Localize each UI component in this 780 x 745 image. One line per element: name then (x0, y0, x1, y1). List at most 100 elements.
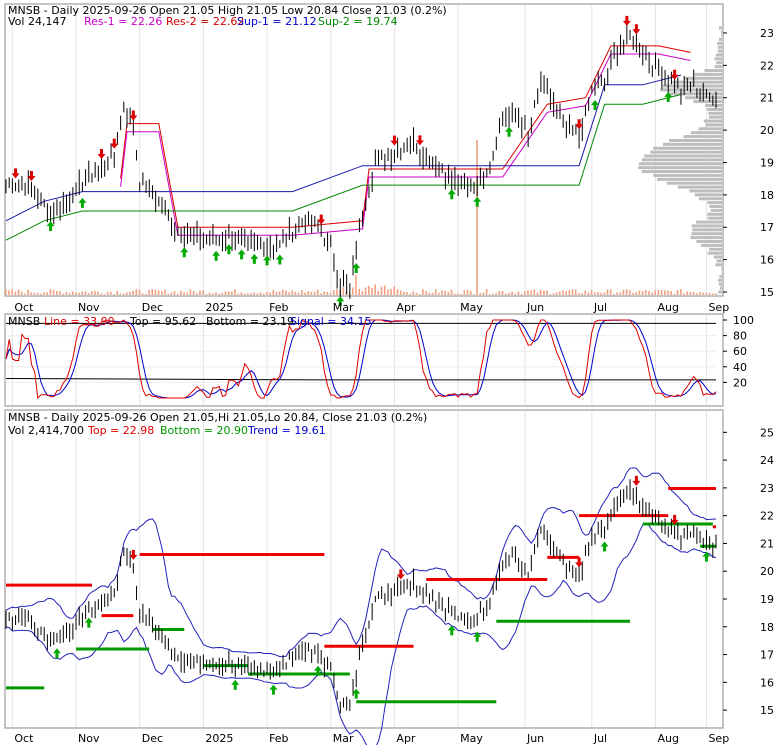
volume-bar (657, 290, 660, 295)
volume-bar (36, 292, 39, 295)
price-x-tick-label: Oct (14, 301, 34, 314)
volume-bar (14, 291, 17, 295)
volume-bar (552, 293, 555, 295)
volume-bar (151, 289, 154, 295)
volume-profile-bar (707, 107, 722, 111)
bands-buy-arrow (473, 631, 482, 642)
volume-bar (46, 292, 48, 295)
volume-profile-bar (689, 189, 722, 193)
volume-bar (116, 290, 119, 295)
bands-sell-arrow (575, 557, 584, 568)
volume-bar (205, 293, 208, 295)
volume-profile-bar (660, 88, 722, 92)
volume-bar (40, 293, 42, 295)
bands-y-tick-label: 22 (760, 510, 774, 523)
volume-bar (364, 287, 367, 295)
volume-profile-bar (707, 216, 722, 220)
support-2-line (5, 94, 682, 241)
volume-profile-bar (653, 146, 722, 150)
price-x-tick-label: Sep (708, 301, 729, 314)
bands-x-tick-label: Sep (708, 732, 729, 745)
buy-arrow (250, 253, 259, 264)
volume-bar (132, 290, 134, 295)
volume-bar (673, 293, 676, 295)
volume-profile-bar (709, 205, 722, 209)
sell-arrow (317, 214, 326, 225)
price-frame (4, 3, 724, 297)
volume-bar (374, 284, 376, 295)
volume-bar (613, 293, 615, 295)
volume-bar (380, 286, 383, 295)
volume-bar (189, 289, 192, 295)
buy-arrow (180, 247, 189, 258)
volume-bar (571, 289, 574, 295)
volume-bar (304, 292, 306, 295)
volume-bar (447, 292, 450, 295)
volume-bar (441, 290, 443, 295)
volume-bar (62, 293, 64, 295)
volume-bar (135, 289, 138, 295)
volume-profile-bar (641, 170, 722, 174)
volume-bar (488, 293, 491, 295)
volume-bar (498, 291, 501, 295)
sell-arrow (97, 149, 106, 160)
volume-bar (113, 293, 115, 295)
volume-bar (530, 290, 532, 295)
volume-bar (84, 291, 87, 295)
volume-bar (495, 292, 497, 295)
volume-profile-bar (714, 57, 722, 61)
bands-x-tick-label: Dec (142, 732, 163, 745)
volume-bar (49, 289, 52, 295)
volume-profile-bar (719, 274, 722, 278)
bands-x-tick-label: 2025 (205, 732, 233, 745)
volume-profile-bar (716, 259, 722, 263)
bands-x-tick-label: Oct (14, 732, 34, 745)
volume-bar (301, 290, 303, 295)
volume-bar (399, 290, 402, 295)
sell-arrow (632, 24, 641, 35)
stoch-header-name: MNSB (8, 315, 40, 328)
volume-bar (600, 292, 602, 295)
buy-arrow (46, 221, 55, 232)
buy-arrow (591, 100, 600, 111)
price-x-tick-label: Mar (333, 301, 354, 314)
volume-bar (457, 293, 459, 295)
volume-bar (33, 292, 36, 295)
price-y-tick-label: 21 (760, 92, 774, 105)
volume-bar (679, 289, 682, 295)
stoch-header-bottom: Bottom = 23.19 (206, 315, 294, 328)
price-header-sup2: Sup-2 = 19.74 (318, 15, 398, 28)
volume-profile-bar (694, 193, 722, 197)
bands-y-tick-label: 17 (760, 649, 774, 662)
volume-bar (326, 291, 329, 295)
volume-bar (603, 292, 606, 295)
volume-profile-bar (698, 127, 722, 131)
volume-bar (715, 293, 717, 295)
volume-bar (253, 292, 255, 295)
volume-bar (565, 291, 567, 295)
volume-bar (581, 293, 583, 295)
bands-panel: 25 24 23 22 21 20 19 18 17 16 15 MNSB - Daily 2025… (4, 409, 774, 745)
volume-profile-bar (644, 154, 722, 158)
volume-bar (186, 292, 189, 295)
volume-profile-bar (672, 80, 722, 84)
volume-bar (473, 293, 475, 295)
bands-buy-arrow (84, 617, 93, 628)
volume-bar (425, 290, 427, 295)
volume-bar (183, 292, 185, 295)
volume-bar (574, 289, 577, 295)
volume-profile-bar (715, 53, 722, 57)
volume-bar (479, 293, 481, 295)
buy-arrow (473, 196, 482, 207)
price-header-vol: Vol 24,147 (8, 15, 66, 28)
volume-bar (609, 289, 612, 295)
buy-arrow (224, 244, 233, 255)
volume-bar (638, 290, 641, 295)
volume-profile-bar (657, 177, 722, 181)
volume-bar (224, 291, 227, 295)
volume-bar (269, 292, 271, 295)
bands-frame (4, 409, 724, 729)
volume-bar (578, 292, 580, 295)
volume-profile-bar (690, 236, 722, 240)
bands-buy-arrow (600, 541, 609, 552)
